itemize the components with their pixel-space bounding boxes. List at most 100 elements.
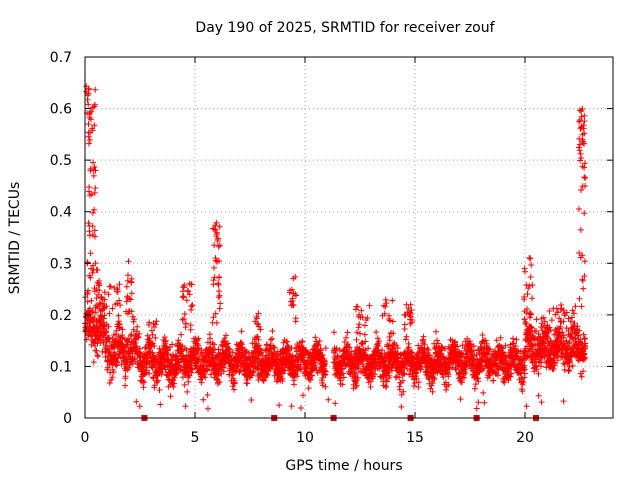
data-point: [279, 370, 286, 377]
x-axis-label: GPS time / hours: [285, 458, 402, 474]
data-point: [299, 339, 306, 345]
data-point: [425, 347, 432, 354]
data-point: [293, 348, 300, 355]
data-point: [411, 383, 417, 389]
data-point: [110, 369, 117, 376]
data-point: [386, 342, 393, 349]
data-point: [376, 338, 383, 345]
data-point: [420, 333, 427, 340]
data-point: [178, 346, 185, 353]
data-point: [90, 359, 97, 366]
data-point: [374, 341, 380, 348]
data-point: [394, 345, 401, 351]
data-point: [427, 385, 434, 392]
data-point: [419, 363, 425, 370]
data-point: [434, 337, 440, 344]
data-point: [179, 374, 186, 381]
data-point: [131, 316, 138, 323]
data-point: [445, 373, 452, 380]
data-point: [231, 380, 238, 387]
data-point: [135, 333, 142, 340]
data-point: [244, 380, 251, 387]
y-tick-label: 0.7: [50, 50, 72, 66]
data-point: [106, 347, 113, 354]
x-tick-label: 10: [296, 430, 314, 446]
data-point: [269, 328, 276, 334]
data-point: [221, 364, 227, 371]
data-point: [340, 370, 346, 377]
data-point: [379, 347, 385, 354]
data-point: [211, 341, 218, 348]
y-tick-label: 0.3: [50, 256, 72, 272]
x-tick-label: 20: [516, 430, 534, 446]
data-point: [146, 370, 153, 377]
data-point: [365, 345, 372, 352]
data-point: [106, 338, 113, 345]
data-point: [445, 381, 452, 388]
data-point: [171, 380, 178, 387]
data-point: [429, 388, 436, 395]
data-point: [85, 287, 92, 294]
data-point: [318, 347, 324, 354]
data-point: [101, 312, 108, 319]
data-point: [223, 332, 229, 339]
data-point: [312, 334, 319, 341]
data-point: [276, 374, 283, 381]
data-point: [143, 351, 150, 358]
data-point: [359, 361, 366, 368]
data-point: [440, 374, 447, 381]
data-point: [198, 379, 205, 386]
data-point: [140, 377, 147, 384]
data-point: [322, 345, 329, 352]
data-point: [181, 381, 188, 388]
data-point: [344, 329, 351, 336]
data-point: [397, 367, 404, 374]
data-point: [185, 378, 192, 385]
data-point: [271, 349, 278, 356]
data-point: [122, 373, 129, 380]
data-point: [162, 337, 169, 344]
data-point: [435, 340, 442, 347]
data-point: [353, 370, 360, 377]
data-point: [94, 352, 101, 359]
data-point: [382, 382, 389, 389]
data-point: [226, 346, 233, 353]
data-point: [331, 329, 337, 336]
data-point: [398, 355, 405, 362]
data-point: [264, 371, 271, 378]
data-point: [367, 383, 374, 390]
data-point: [322, 368, 329, 375]
data-point: [352, 373, 359, 380]
data-point: [141, 379, 148, 386]
data-point: [126, 364, 133, 371]
data-point: [231, 386, 237, 393]
data-point: [405, 344, 412, 351]
data-point: [401, 370, 408, 377]
data-point: [140, 384, 147, 391]
data-point: [195, 335, 202, 342]
data-point: [389, 367, 395, 374]
data-point: [155, 377, 161, 384]
data-point: [242, 353, 249, 360]
data-point: [409, 349, 416, 356]
data-point: [406, 371, 413, 378]
data-point: [189, 366, 196, 373]
data-point: [95, 353, 102, 360]
data-point: [335, 353, 341, 360]
data-point: [119, 335, 126, 342]
data-point: [316, 338, 323, 344]
data-point: [345, 341, 351, 348]
data-point: [322, 383, 329, 390]
data-point: [411, 380, 418, 386]
data-point: [130, 326, 137, 333]
data-point: [256, 342, 263, 349]
data-point: [334, 352, 341, 359]
data-point: [289, 352, 296, 359]
data-point: [284, 347, 291, 353]
data-point: [307, 376, 314, 383]
data-point: [154, 379, 160, 386]
data-points: [82, 83, 589, 412]
data-point: [296, 365, 303, 372]
